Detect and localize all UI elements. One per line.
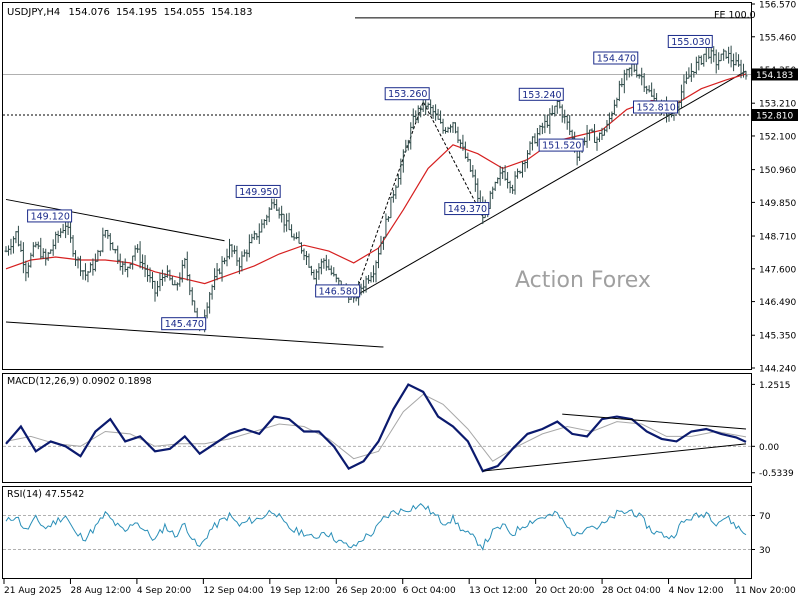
time-tick-label: 21 Aug 2025 <box>4 586 62 596</box>
price-tick-label: 152.100 <box>759 132 796 142</box>
support-level-tag <box>752 109 798 122</box>
header-open: 154.076 <box>68 7 109 18</box>
price-tick-label: 149.850 <box>759 199 796 209</box>
header-high: 154.195 <box>116 7 157 18</box>
header-low: 154.055 <box>164 7 205 18</box>
price-annotation-label: 153.260 <box>388 89 427 100</box>
price-tick-label: 150.960 <box>759 166 796 176</box>
price-annotation-box <box>315 284 361 298</box>
macd-main-line <box>5 383 747 473</box>
rsi-series: 70 30 <box>3 503 771 556</box>
macd-series: 1.2515 0.00 -0.5339 <box>3 381 794 479</box>
price-annotation-box <box>27 209 73 223</box>
macd-label: MACD(12,26,9) 0.0902 0.1898 <box>7 376 152 387</box>
price-annotation-box <box>518 87 564 101</box>
price-annotation-box <box>593 51 639 65</box>
time-tick-label: 19 Sep 12:00 <box>270 586 330 596</box>
time-tick-label: 4 Sep 20:00 <box>137 586 192 596</box>
time-axis: 21 Aug 2025 28 Aug 12:00 4 Sep 20:00 12 Sep… <box>3 579 796 596</box>
time-tick-label: 6 Oct 04:00 <box>403 586 456 596</box>
price-trendline <box>353 70 747 298</box>
price-tick-label: 145.350 <box>759 332 796 342</box>
swing-zigzag-line <box>353 100 484 300</box>
time-tick-label: 12 Sep 04:00 <box>203 586 263 596</box>
price-trendline <box>5 198 225 242</box>
rsi-line <box>5 503 747 551</box>
price-annotation-label: 145.470 <box>165 319 204 330</box>
header-symbol: USDJPY,H4 <box>7 7 60 18</box>
price-bars <box>4 41 748 333</box>
macd-signal-line <box>5 393 747 462</box>
rsi-label: RSI(14) 47.5542 <box>7 489 84 500</box>
rsi-tick-label: 30 <box>759 546 771 556</box>
current-price-tag <box>752 68 798 81</box>
price-annotation-box <box>444 202 490 216</box>
time-tick-label: 4 Nov 12:00 <box>669 586 724 596</box>
macd-tick-label: 1.2515 <box>759 381 791 391</box>
price-annotation-label: 152.810 <box>637 103 676 114</box>
macd-trendline <box>562 413 747 430</box>
time-tick-label: 28 Oct 04:00 <box>602 586 661 596</box>
price-axis: 156.570155.460154.350153.210152.100150.9… <box>751 1 798 375</box>
price-tick-label: 156.570 <box>759 1 796 11</box>
price-annotation-label: 146.580 <box>319 286 358 297</box>
price-annotation-label: 153.240 <box>522 90 561 101</box>
macd-tick-label: 0.00 <box>759 443 779 453</box>
price-tick-label: 148.710 <box>759 233 796 243</box>
price-annotation-box <box>161 317 207 331</box>
macd-panel-frame <box>2 373 752 483</box>
rsi-tick-label: 70 <box>759 512 771 522</box>
price-annotation-box <box>667 34 713 48</box>
time-tick-label: 20 Oct 20:00 <box>536 586 595 596</box>
watermark: Action Forex <box>515 268 651 293</box>
price-tick-label: 147.600 <box>759 265 796 275</box>
price-annotation-label: 155.030 <box>671 37 710 48</box>
macd-trendline <box>482 443 747 472</box>
time-tick-label: 28 Aug 12:00 <box>70 586 131 596</box>
price-tick-label: 144.240 <box>759 365 796 375</box>
support-level-label: 152.810 <box>756 112 793 122</box>
price-tick-label: 155.460 <box>759 33 796 43</box>
price-annotation-box <box>384 87 430 101</box>
price-annotation-label: 149.370 <box>448 204 487 215</box>
price-annotation-box <box>633 100 679 114</box>
price-panel-frame <box>2 2 752 370</box>
price-annotation-label: 154.470 <box>597 53 636 64</box>
price-annotation-box <box>538 138 584 152</box>
price-annotation-label: 149.950 <box>239 187 278 198</box>
price-annotation-label: 149.120 <box>31 211 70 222</box>
header-close: 154.183 <box>211 7 252 18</box>
time-tick-label: 13 Oct 12:00 <box>469 586 528 596</box>
fe-label: FE 100.0 <box>714 10 756 21</box>
price-tick-label: 146.490 <box>759 298 796 308</box>
price-header: USDJPY,H4 154.076 154.195 154.055 154.18… <box>7 7 252 18</box>
macd-tick-label: -0.5339 <box>759 469 794 479</box>
rsi-panel-frame <box>2 486 752 579</box>
current-price-label: 154.183 <box>756 71 793 81</box>
price-tick-label: 153.210 <box>759 100 796 110</box>
time-tick-label: 11 Nov 20:00 <box>735 586 796 596</box>
price-trendline <box>5 321 384 348</box>
time-tick-label: 26 Sep 20:00 <box>336 586 396 596</box>
price-annotation-label: 151.520 <box>542 141 581 152</box>
price-annotation-box <box>235 184 281 198</box>
trendlines <box>5 70 747 348</box>
price-annotations: 149.120 145.470 149.950 146.580 153.260 149.3… <box>27 34 713 331</box>
